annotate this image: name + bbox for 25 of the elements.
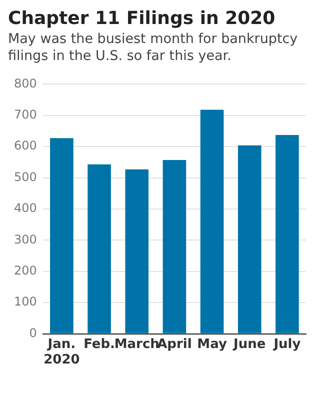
y-tick-label: 700 — [14, 108, 37, 122]
bar — [200, 110, 224, 334]
bar — [125, 169, 149, 334]
x-tick-label: July — [272, 336, 302, 352]
x-tick-label: May — [197, 336, 228, 352]
chart-subtitle: May was the busiest month for bankruptcy filings in the U.S. so far this year. — [8, 31, 299, 65]
bar — [50, 138, 74, 334]
x-tick-label: Jan. 2020 — [44, 336, 80, 368]
y-tick-label: 200 — [14, 264, 37, 278]
y-tick-label: 0 — [29, 326, 37, 340]
x-tick-label: June — [232, 336, 266, 352]
y-tick-label: 400 — [14, 201, 37, 216]
y-tick-label: 300 — [14, 232, 37, 246]
bar — [238, 145, 262, 334]
chart-title: Chapter 11 Filings in 2020 — [8, 8, 276, 29]
x-tick-label: March — [114, 336, 160, 352]
y-tick-label: 500 — [14, 170, 37, 184]
bar — [162, 160, 186, 334]
x-tick-label: Feb. — [84, 336, 115, 352]
y-tick-label: 800 — [14, 76, 37, 90]
x-tick-label: April — [157, 336, 192, 352]
y-tick-label: 600 — [14, 138, 37, 153]
y-tick-label: 100 — [14, 294, 37, 309]
bar — [88, 164, 111, 334]
bar — [276, 135, 299, 334]
